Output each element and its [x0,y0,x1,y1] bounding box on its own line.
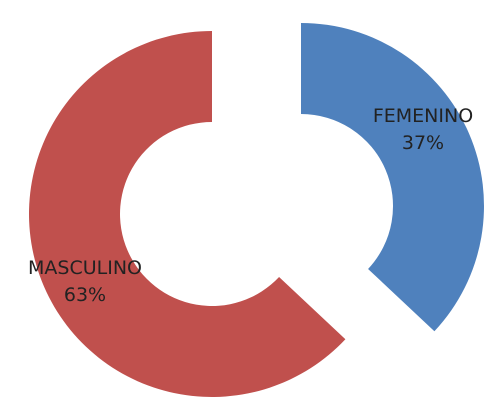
slice-label-femenino: FEMENINO [373,105,473,127]
slice-value-masculino: 63% [64,284,106,306]
slice-label-masculino: MASCULINO [28,257,142,279]
slice-masculino [28,30,346,398]
labels-layer: FEMENINO 37% MASCULINO 63% [28,105,473,306]
slices-layer [28,23,484,398]
slice-value-femenino: 37% [402,132,444,154]
slice-femenino [301,23,484,332]
